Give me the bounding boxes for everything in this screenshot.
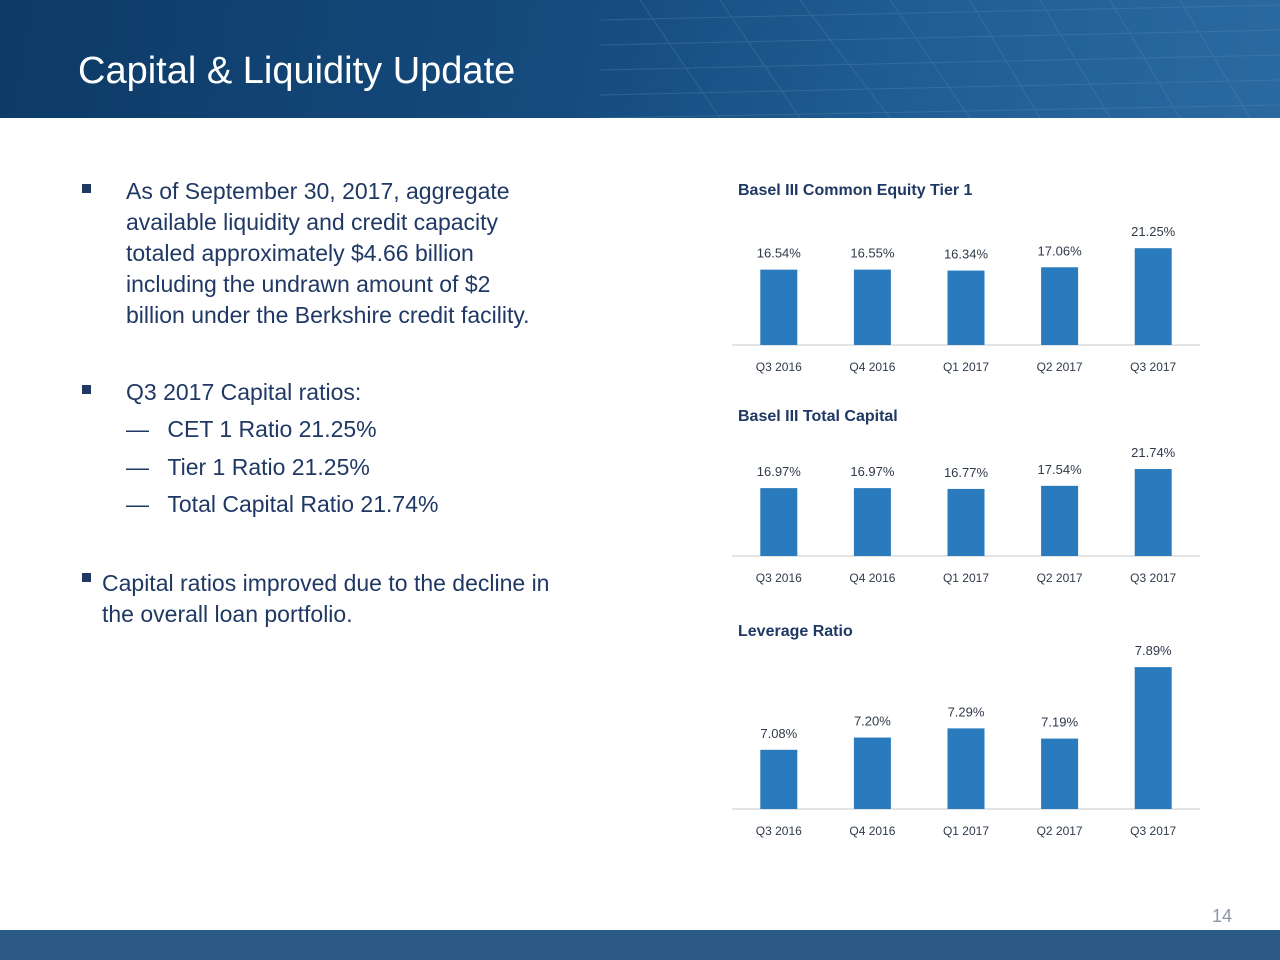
chart-cet1: Basel III Common Equity Tier 1 16.54% Q3 … xyxy=(732,182,1202,382)
bullet-text: Q3 2017 Capital ratios: xyxy=(126,379,362,405)
x-tick-label: Q3 2017 xyxy=(1130,571,1176,585)
x-tick-label: Q3 2017 xyxy=(1130,360,1176,374)
bar-q1-2017 xyxy=(947,728,985,809)
data-label: 21.74% xyxy=(1131,445,1176,460)
chart-title: Basel III Total Capital xyxy=(738,408,898,425)
header-banner: Capital & Liquidity Update xyxy=(0,0,1280,118)
x-tick-label: Q2 2017 xyxy=(1037,360,1083,374)
data-label: 16.97% xyxy=(850,464,895,479)
data-label: 7.19% xyxy=(1041,715,1078,730)
data-label: 16.97% xyxy=(757,464,802,479)
data-label: 7.20% xyxy=(854,714,891,729)
sub-bullet-text: Tier 1 Ratio 21.25% xyxy=(167,454,370,480)
sub-bullet-total-capital: — Total Capital Ratio 21.74% xyxy=(126,489,438,520)
bar-q3-2017 xyxy=(1134,469,1172,556)
chart-cet1-plot: 16.54% Q3 2016 16.55% Q4 2016 16.34% Q1 2017 1… xyxy=(732,224,1200,374)
data-label: 16.34% xyxy=(944,247,989,262)
page-number: 14 xyxy=(1211,906,1232,926)
page-title: Capital & Liquidity Update xyxy=(78,50,516,92)
data-label: 16.54% xyxy=(757,246,802,261)
bar-q4-2016 xyxy=(853,269,891,345)
bar-q3-2017 xyxy=(1134,667,1172,809)
dash-bullet: — xyxy=(126,491,149,517)
chart-leverage-plot: 7.08% Q3 2016 7.20% Q4 2016 7.29% Q1 2017 7.19… xyxy=(732,643,1200,838)
data-label: 17.06% xyxy=(1038,243,1083,258)
sub-bullet-text: Total Capital Ratio 21.74% xyxy=(167,491,439,517)
chart-leverage: Leverage Ratio 7.08% Q3 2016 7.20% Q4 2016 7… xyxy=(732,623,1202,853)
data-label: 21.25% xyxy=(1131,224,1176,239)
bullet-text: As of September 30, 2017, aggregate avai… xyxy=(126,178,530,328)
data-label: 7.89% xyxy=(1135,643,1172,658)
bullet-text: Capital ratios improved due to the decli… xyxy=(102,570,550,627)
dash-bullet: — xyxy=(126,454,149,480)
x-tick-label: Q3 2016 xyxy=(756,571,802,585)
x-tick-label: Q1 2017 xyxy=(943,360,989,374)
sub-bullet-tier1: — Tier 1 Ratio 21.25% xyxy=(126,452,370,483)
x-tick-label: Q4 2016 xyxy=(849,360,895,374)
bar-q4-2016 xyxy=(853,488,891,556)
data-label: 16.55% xyxy=(850,246,895,261)
bar-q2-2017 xyxy=(1041,485,1079,556)
square-bullet-icon xyxy=(82,385,91,394)
sub-bullet-text: CET 1 Ratio 21.25% xyxy=(167,416,377,442)
bar-q2-2017 xyxy=(1041,267,1079,345)
square-bullet-icon xyxy=(82,184,91,193)
bar-q4-2016 xyxy=(853,737,891,809)
x-tick-label: Q1 2017 xyxy=(943,824,989,838)
x-tick-label: Q4 2016 xyxy=(849,571,895,585)
footer-bar xyxy=(0,930,1280,960)
x-tick-label: Q2 2017 xyxy=(1037,571,1083,585)
bar-q3-2016 xyxy=(760,749,798,809)
bar-q3-2016 xyxy=(760,269,798,345)
bar-q2-2017 xyxy=(1041,738,1079,809)
data-label: 17.54% xyxy=(1038,462,1083,477)
data-label: 7.08% xyxy=(760,726,797,741)
x-tick-label: Q3 2016 xyxy=(756,824,802,838)
data-label: 7.29% xyxy=(948,704,985,719)
x-tick-label: Q4 2016 xyxy=(849,824,895,838)
chart-title: Leverage Ratio xyxy=(738,623,853,640)
chart-title: Basel III Common Equity Tier 1 xyxy=(738,182,973,199)
x-tick-label: Q3 2017 xyxy=(1130,824,1176,838)
bar-q3-2017 xyxy=(1134,248,1172,345)
x-tick-label: Q1 2017 xyxy=(943,571,989,585)
chart-total-capital: Basel III Total Capital 16.97% Q3 2016 16.… xyxy=(732,408,1202,608)
building-graphic-icon xyxy=(600,0,1280,118)
square-bullet-icon xyxy=(82,573,91,582)
data-label: 16.77% xyxy=(944,465,989,480)
chart-total-capital-plot: 16.97% Q3 2016 16.97% Q4 2016 16.77% Q1 2017 1… xyxy=(732,445,1200,585)
bar-q1-2017 xyxy=(947,488,985,556)
x-tick-label: Q3 2016 xyxy=(756,360,802,374)
x-tick-label: Q2 2017 xyxy=(1037,824,1083,838)
bar-q3-2016 xyxy=(760,488,798,556)
dash-bullet: — xyxy=(126,416,149,442)
sub-bullet-cet1: — CET 1 Ratio 21.25% xyxy=(126,414,377,445)
bar-q1-2017 xyxy=(947,270,985,345)
